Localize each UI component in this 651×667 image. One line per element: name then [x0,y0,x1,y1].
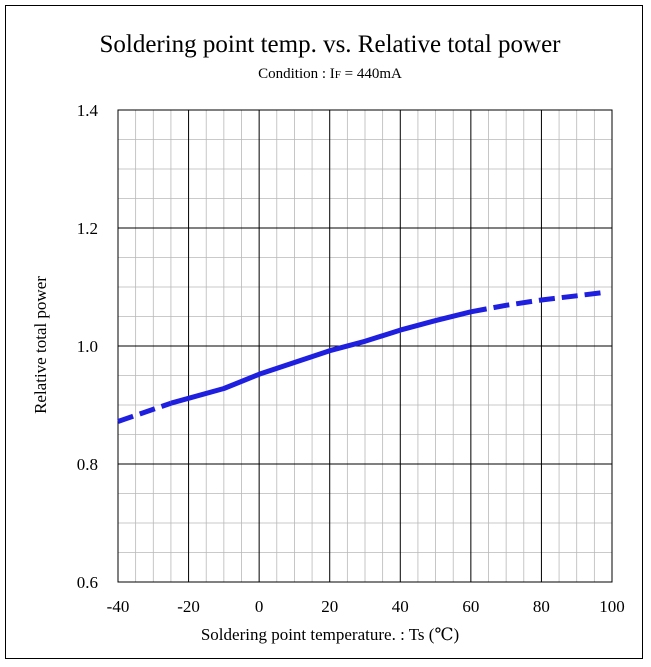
x-axis-ticks: -40 -20 0 20 40 60 80 100 [107,597,625,616]
chart-frame [5,5,643,659]
series-line-solid-segment [170,309,472,406]
series-line [117,289,606,424]
x-tick-label: 60 [462,597,479,616]
chart-subtitle: Condition : IF = 440mA [258,66,402,82]
y-tick-label: 0.8 [77,455,98,474]
y-tick-label: 0.6 [77,573,98,592]
y-tick-label: 1.4 [77,101,99,120]
x-tick-label: 20 [321,597,338,616]
series-line-dashed-segment [470,289,606,315]
x-tick-label: 100 [599,597,625,616]
chart-title: Soldering point temp. vs. Relative total… [99,31,561,58]
x-axis-label: Soldering point temperature. : Ts (℃) [201,625,459,644]
y-axis-ticks: 0.6 0.8 1.0 1.2 1.4 [77,101,99,592]
y-tick-label: 1.2 [77,219,98,238]
x-tick-label: 0 [255,597,264,616]
y-tick-label: 1.0 [77,337,98,356]
x-tick-label: -20 [177,597,200,616]
x-tick-label: 80 [533,597,550,616]
y-axis-label: Relative total power [31,276,50,414]
plot-area [117,109,613,583]
x-tick-label: -40 [107,597,130,616]
series-line-dashed-segment [117,400,172,424]
x-tick-label: 40 [392,597,409,616]
